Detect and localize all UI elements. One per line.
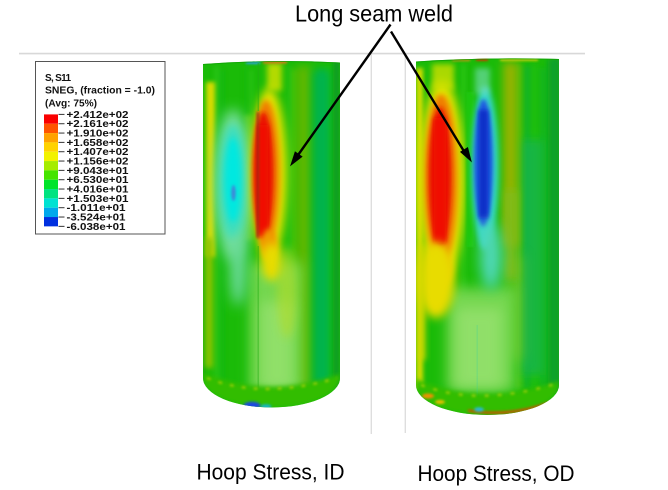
svg-text:+1.156e+02: +1.156e+02 [67,157,130,168]
svg-text:-3.524e+01: -3.524e+01 [67,213,126,224]
svg-text:Hoop Stress, ID: Hoop Stress, ID [197,460,345,485]
svg-text:+1.658e+02: +1.658e+02 [67,138,130,149]
svg-text:+6.530e+01: +6.530e+01 [67,175,130,186]
svg-text:+1.910e+02: +1.910e+02 [67,129,130,140]
svg-text:+4.016e+01: +4.016e+01 [67,185,130,196]
svg-text:(Avg: 75%): (Avg: 75%) [45,98,97,109]
svg-text:S, S11: S, S11 [45,73,71,84]
svg-text:+2.161e+02: +2.161e+02 [67,119,130,130]
svg-text:Hoop Stress, OD: Hoop Stress, OD [418,461,575,486]
svg-text:Long seam weld: Long seam weld [295,1,453,27]
svg-text:+1.503e+01: +1.503e+01 [67,194,130,205]
svg-text:+2.412e+02: +2.412e+02 [67,110,130,121]
svg-text:+1.407e+02: +1.407e+02 [67,147,130,158]
svg-text:-6.038e+01: -6.038e+01 [67,222,126,233]
svg-text:-1.011e+01: -1.011e+01 [67,203,127,214]
svg-text:+9.043e+01: +9.043e+01 [67,166,130,177]
svg-text:SNEG, (fraction = -1.0): SNEG, (fraction = -1.0) [45,86,155,97]
